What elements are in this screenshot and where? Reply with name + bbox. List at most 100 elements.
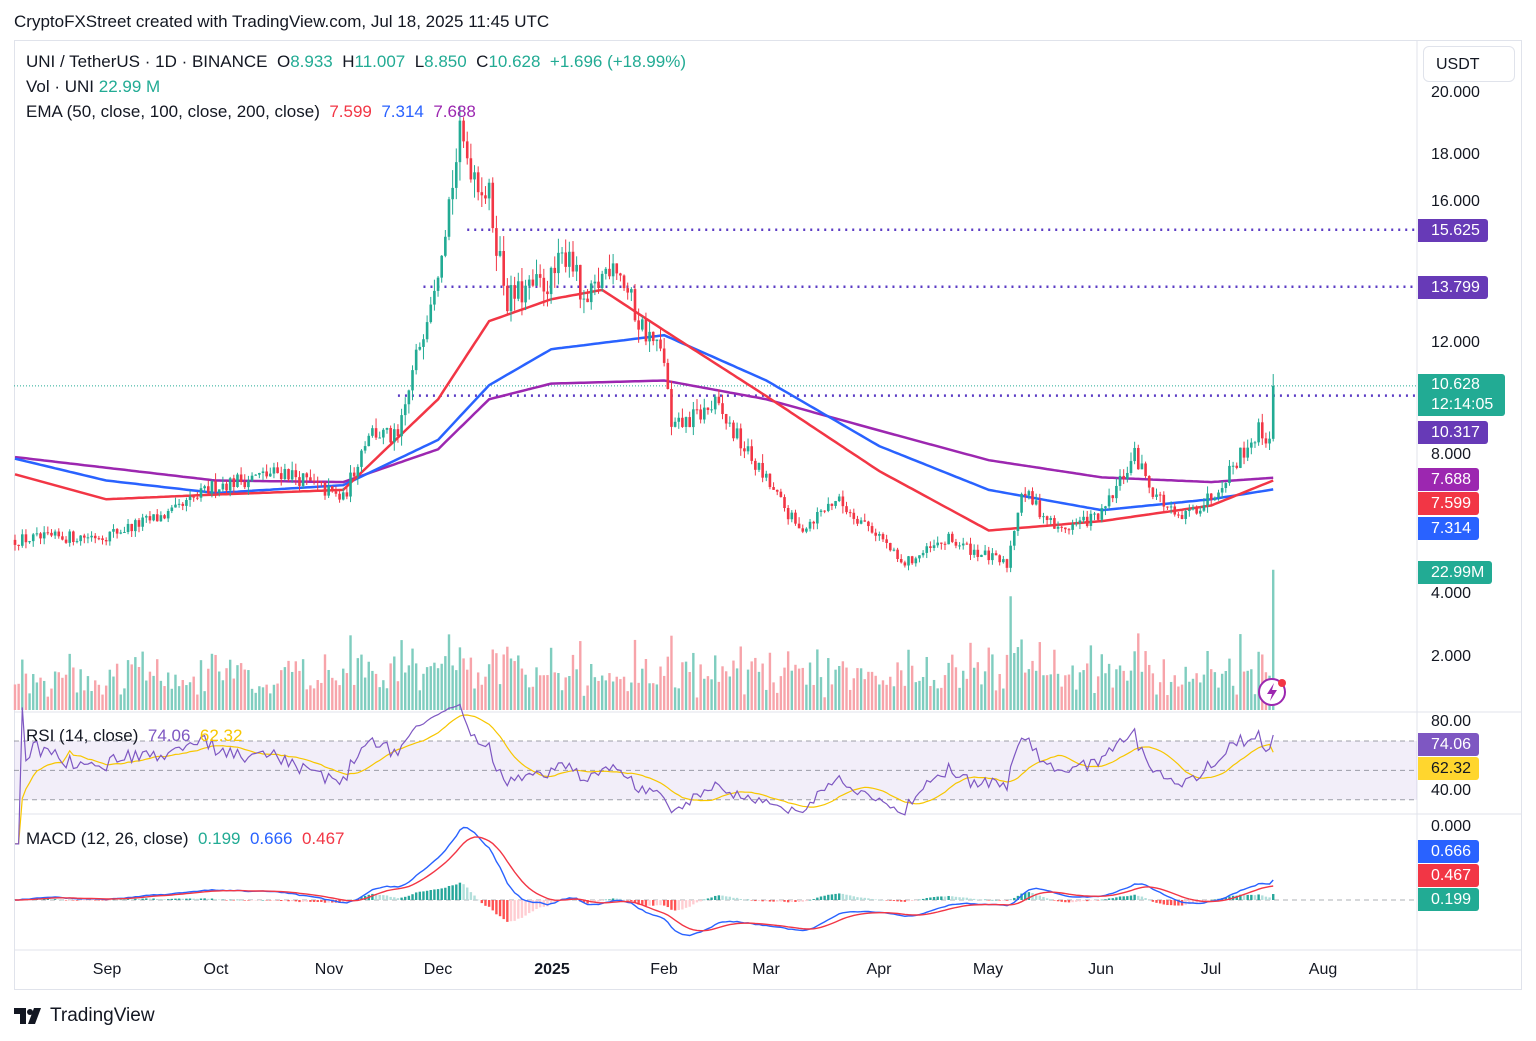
candle-body bbox=[582, 298, 586, 300]
candle-body bbox=[196, 497, 199, 499]
candle-body bbox=[53, 531, 57, 536]
volume-bar bbox=[517, 655, 520, 710]
volume-bar bbox=[1257, 651, 1260, 710]
candle-body bbox=[447, 199, 451, 237]
macd-histogram-bar bbox=[604, 899, 608, 901]
volume-bar bbox=[1206, 650, 1209, 710]
rsi-legend[interactable]: RSI (14, close) 74.06 62.32 bbox=[26, 726, 243, 745]
macd-histogram-bar bbox=[641, 900, 644, 905]
candle-body bbox=[217, 489, 221, 493]
volume-bar bbox=[123, 688, 126, 710]
candle-body bbox=[1045, 516, 1049, 520]
alert-lightning-icon[interactable] bbox=[1258, 678, 1286, 706]
macd-histogram-bar bbox=[878, 899, 881, 901]
volume-bar bbox=[863, 679, 866, 710]
volume-bar bbox=[298, 670, 301, 710]
volume-bar bbox=[637, 682, 640, 710]
candle-body bbox=[462, 120, 465, 142]
candle-body bbox=[108, 531, 112, 542]
ema-legend[interactable]: EMA (50, close, 100, close, 200, close) … bbox=[26, 102, 476, 121]
macd-histogram-bar bbox=[462, 884, 465, 900]
candle-body bbox=[735, 428, 739, 439]
candle-body bbox=[914, 558, 918, 564]
candle-body bbox=[1027, 491, 1031, 496]
macd-histogram-bar bbox=[969, 898, 972, 900]
candle-body bbox=[662, 348, 666, 363]
macd-histogram-bar bbox=[199, 898, 203, 900]
volume-bar bbox=[604, 680, 608, 710]
volume-bar bbox=[783, 667, 786, 710]
candle-body bbox=[684, 417, 688, 427]
macd-histogram-bar bbox=[947, 895, 950, 900]
rsi-ma-tag: 62.32 bbox=[1418, 757, 1480, 780]
macd-legend[interactable]: MACD (12, 26, close) 0.199 0.666 0.467 bbox=[26, 829, 345, 848]
volume-bar bbox=[823, 697, 826, 710]
candle-body bbox=[1053, 518, 1056, 529]
candle-body bbox=[881, 534, 885, 540]
candle-body bbox=[1228, 465, 1231, 484]
symbol-name[interactable]: UNI / TetherUS · 1D · BINANCE bbox=[26, 52, 268, 71]
volume-bar bbox=[1199, 682, 1202, 710]
volume-bar bbox=[1038, 642, 1042, 710]
candle-body bbox=[487, 182, 491, 199]
time-tick: Dec bbox=[423, 961, 453, 978]
candle-body bbox=[214, 481, 217, 493]
macd-histogram-bar bbox=[502, 900, 505, 920]
macd-histogram-bar bbox=[188, 898, 192, 900]
candle-body bbox=[925, 546, 929, 553]
volume-bar bbox=[352, 684, 356, 710]
currency-button[interactable]: USDT bbox=[1423, 46, 1515, 82]
candle-body bbox=[24, 534, 28, 543]
candle-body bbox=[819, 510, 823, 513]
volume-bar bbox=[385, 688, 389, 710]
candle-body bbox=[589, 283, 593, 303]
candle-body bbox=[1038, 500, 1042, 518]
volume-bar bbox=[192, 676, 195, 710]
macd-histogram-bar bbox=[910, 900, 914, 901]
last-price-tag: 10.628 12:14:05 bbox=[1418, 374, 1506, 416]
candle-body bbox=[987, 550, 991, 561]
candle-body bbox=[1078, 520, 1082, 524]
level-tag-15625: 15.625 bbox=[1418, 219, 1488, 242]
macd-histogram-bar bbox=[1002, 900, 1005, 901]
macd-histogram-bar bbox=[425, 890, 429, 900]
macd-histogram-bar bbox=[1096, 900, 1100, 901]
macd-histogram-bar bbox=[994, 899, 998, 901]
candle-body bbox=[1257, 422, 1260, 443]
macd-histogram-bar bbox=[258, 900, 261, 901]
volume-bar bbox=[549, 647, 553, 710]
candle-body bbox=[495, 228, 498, 256]
macd-histogram-bar bbox=[145, 898, 148, 900]
candle-body bbox=[137, 520, 141, 527]
candle-body bbox=[717, 396, 721, 404]
candle-body bbox=[626, 288, 629, 293]
candle-body bbox=[1195, 507, 1198, 514]
volume-bar bbox=[433, 662, 436, 710]
macd-histogram-bar bbox=[72, 900, 75, 901]
candle-body bbox=[852, 512, 856, 519]
macd-histogram-bar bbox=[1060, 900, 1063, 902]
candle-body bbox=[1012, 531, 1016, 546]
volume-bar bbox=[1188, 681, 1191, 710]
macd-histogram-bar bbox=[225, 900, 228, 901]
candle-body bbox=[713, 396, 717, 410]
time-tick: Nov bbox=[314, 961, 344, 978]
volume-legend[interactable]: Vol · UNI 22.99 M bbox=[26, 77, 161, 96]
macd-histogram-bar bbox=[126, 899, 130, 900]
candle-body bbox=[159, 515, 163, 522]
volume-bar bbox=[46, 696, 50, 710]
macd-histogram-bar bbox=[870, 898, 874, 900]
volume-bar bbox=[473, 688, 476, 710]
tradingview-logo[interactable]: TradingView bbox=[14, 1005, 155, 1027]
candle-body bbox=[1242, 447, 1246, 458]
ema200-line bbox=[14, 379, 1274, 484]
level-tag-13799: 13.799 bbox=[1418, 276, 1488, 299]
volume-bar bbox=[411, 648, 414, 710]
volume-bar bbox=[662, 675, 666, 710]
macd-histogram-bar bbox=[61, 899, 64, 901]
macd-histogram-bar bbox=[261, 899, 265, 901]
macd-histogram-bar bbox=[954, 896, 958, 900]
candle-body bbox=[20, 534, 24, 546]
volume-bar bbox=[1228, 658, 1231, 710]
